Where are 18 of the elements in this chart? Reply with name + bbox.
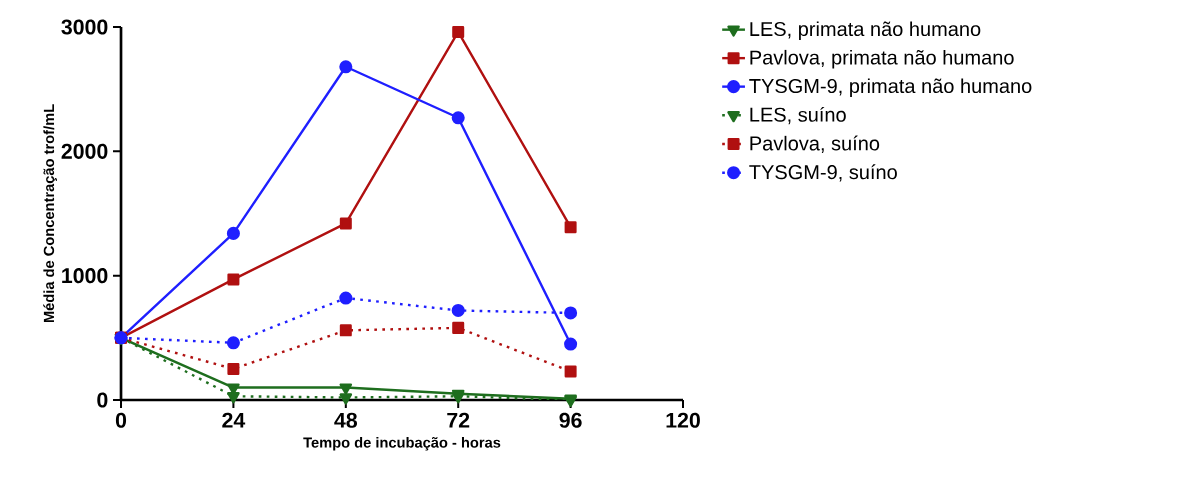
y-tick-label: 3000 (61, 19, 108, 35)
x-tick-label: 24 (222, 412, 246, 428)
x-tick-label: 0 (115, 412, 127, 428)
y-tick-label: 0 (97, 392, 108, 408)
legend-label: Pavlova, suíno (750, 135, 880, 153)
legend-label: LES, suíno (750, 106, 846, 125)
legend-label: TYSGM-9, suíno (749, 164, 897, 182)
y-tick-label: 2000 (61, 143, 108, 159)
x-tick-label: 96 (559, 412, 582, 428)
x-tick-label: 120 (666, 412, 700, 428)
y-axis-title: Média de Concentração trof/mL (43, 104, 58, 323)
legend-label: LES, primata não humano (750, 21, 981, 41)
x-tick-label: 72 (447, 412, 470, 428)
legend-label: Pavlova, primata não humano (750, 49, 1014, 69)
y-tick-label: 1000 (62, 268, 108, 284)
x-axis-title: Tempo de incubação - horas (303, 436, 501, 451)
legend-label: TYSGM-9, primata não humano (749, 78, 1032, 98)
x-tick-label: 48 (334, 412, 358, 428)
